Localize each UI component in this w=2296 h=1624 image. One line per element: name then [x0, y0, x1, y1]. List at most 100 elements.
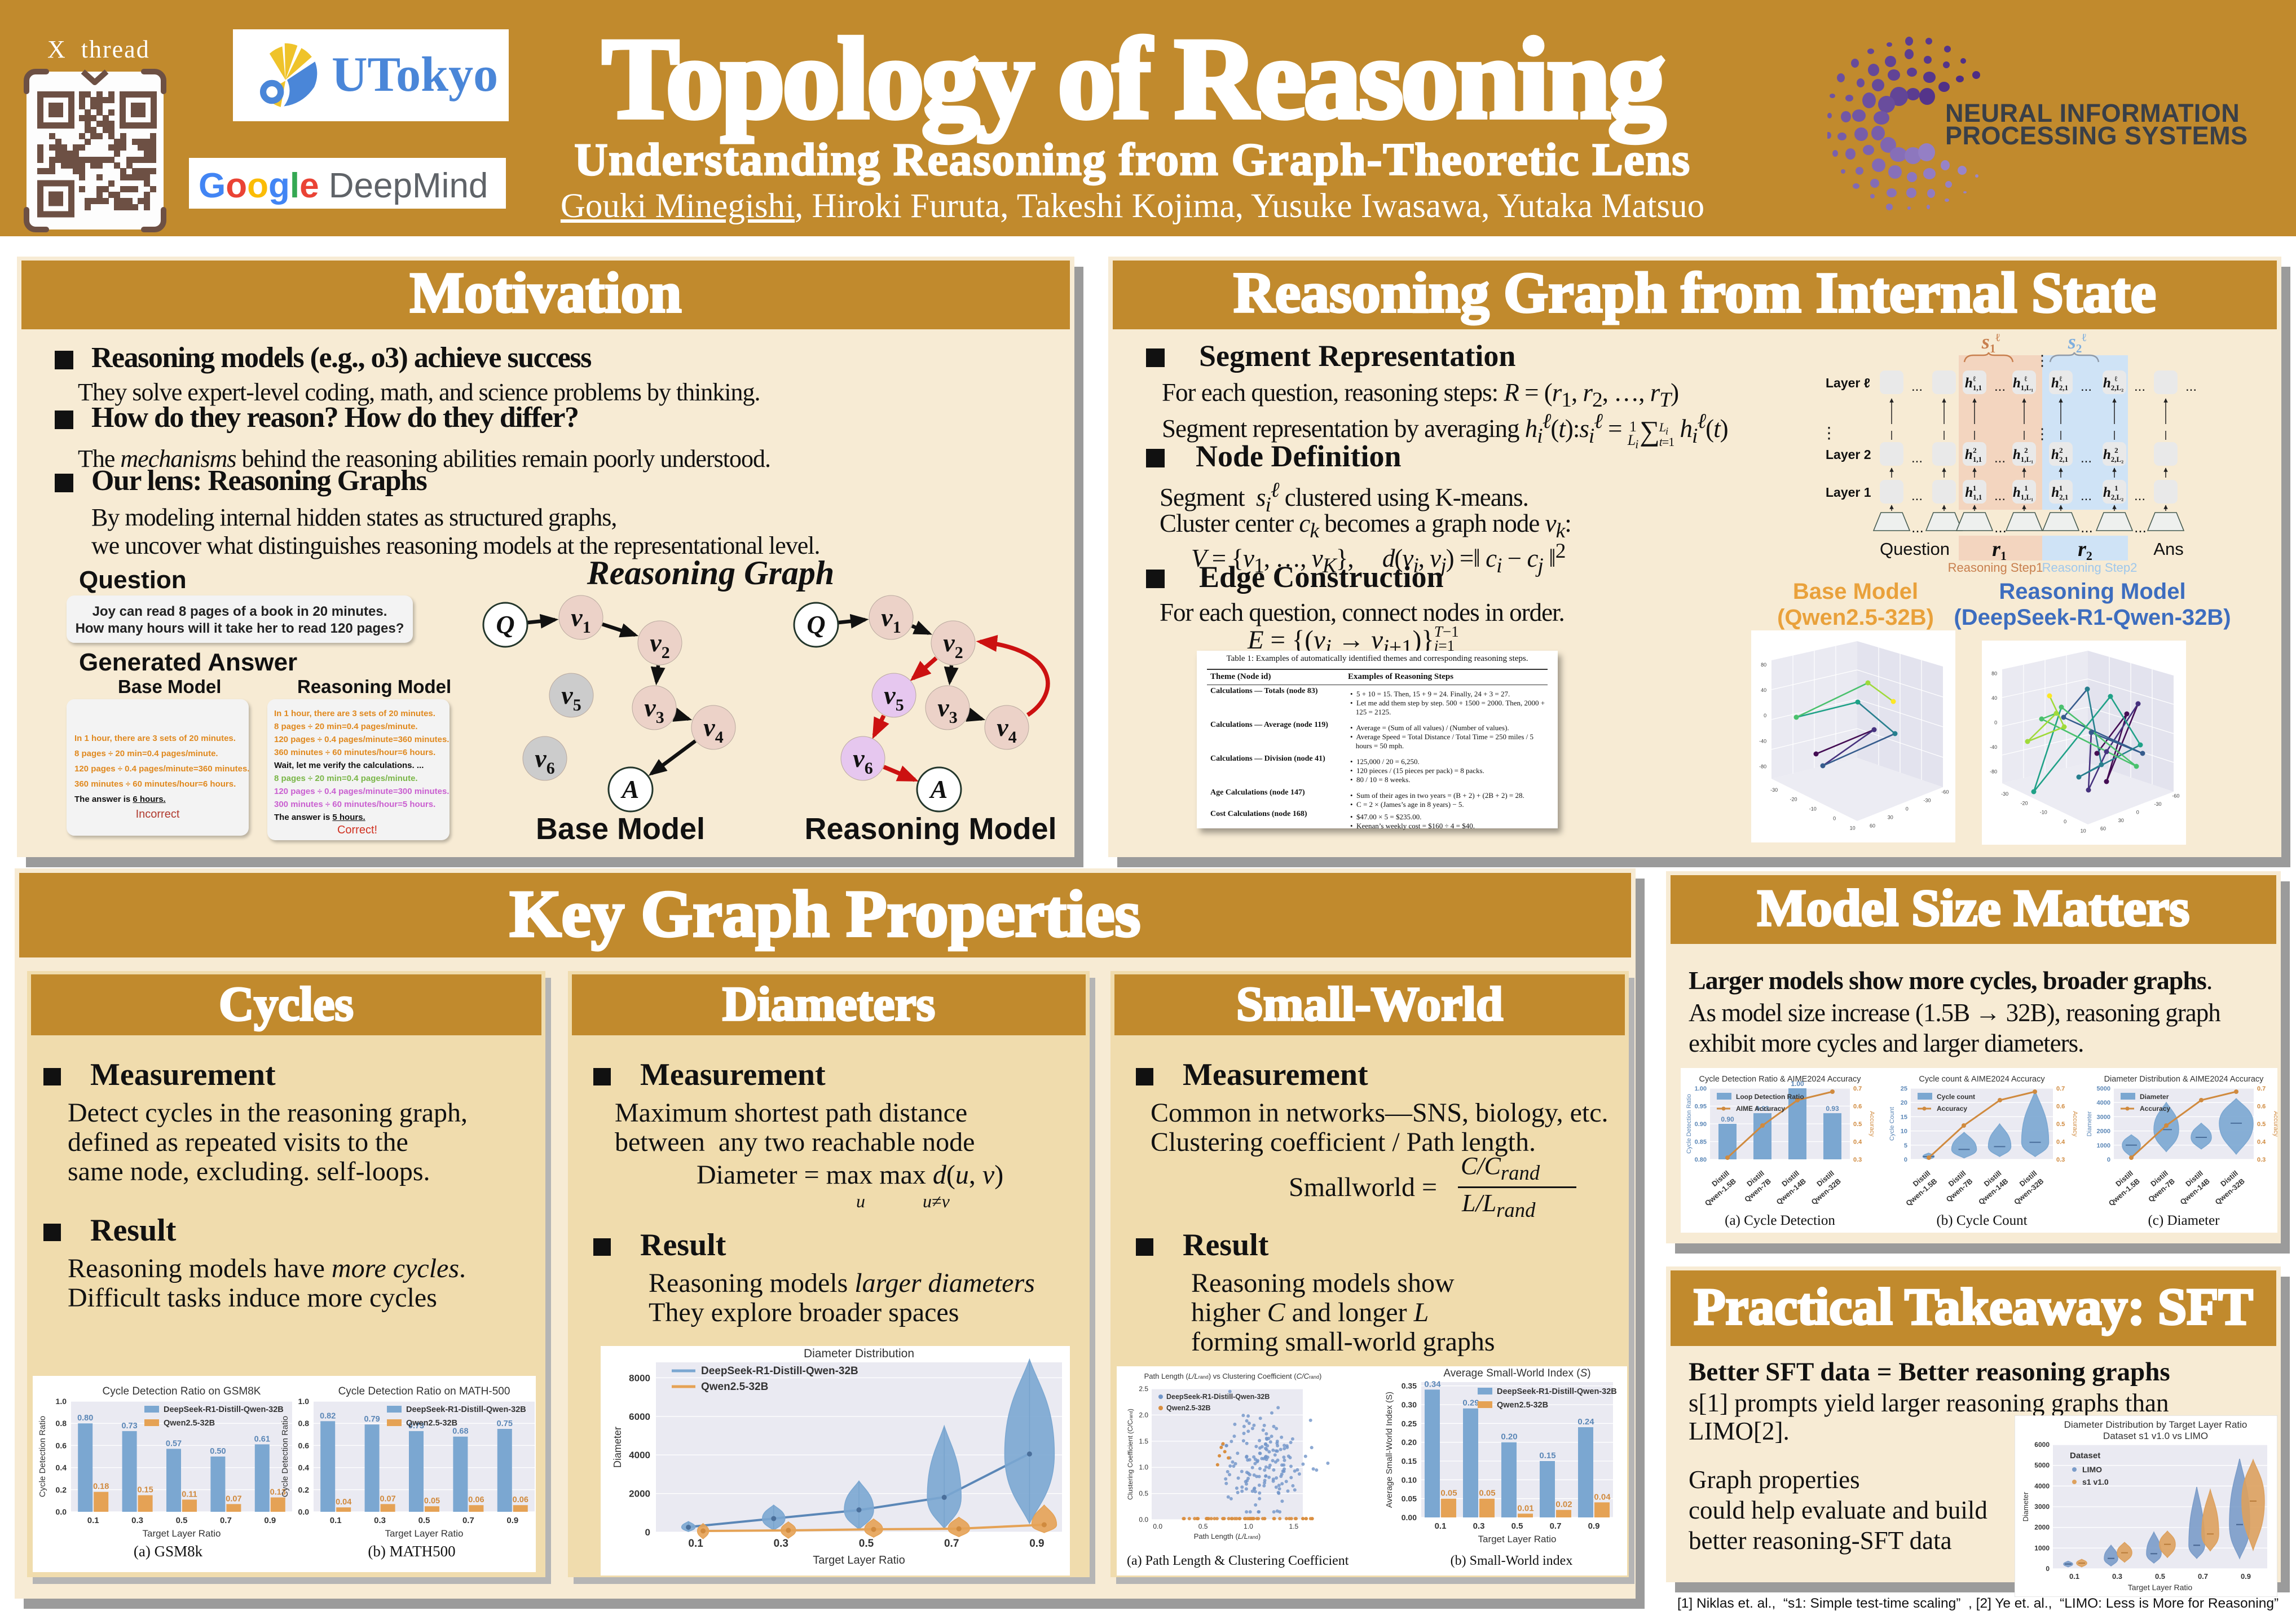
- svg-text:Accuracy: Accuracy: [2140, 1105, 2170, 1113]
- svg-text:0.4: 0.4: [56, 1463, 67, 1472]
- svg-text:v4: v4: [997, 713, 1016, 747]
- svg-text:1.00: 1.00: [1695, 1085, 1707, 1092]
- svg-text:0.50: 0.50: [210, 1447, 226, 1456]
- svg-text:0.5: 0.5: [2155, 1572, 2165, 1581]
- svg-text:Layer 1: Layer 1: [1826, 485, 1871, 500]
- svg-text:0.11: 0.11: [182, 1490, 197, 1499]
- svg-text:0.75: 0.75: [497, 1419, 513, 1428]
- svg-text:2.0: 2.0: [1139, 1411, 1148, 1419]
- svg-text:0.25: 0.25: [1402, 1419, 1417, 1428]
- svg-text:0.9: 0.9: [264, 1516, 276, 1525]
- svg-text:0.68: 0.68: [452, 1427, 468, 1436]
- svg-text:⋮: ⋮: [1825, 424, 1837, 442]
- svg-text:h1,L₁ℓ: h1,L₁ℓ: [2013, 374, 2033, 392]
- svg-text:0.61: 0.61: [254, 1435, 270, 1444]
- svg-text:0.6: 0.6: [2257, 1104, 2266, 1110]
- svg-text:Clustering Coefficient (C/Cran: Clustering Coefficient (C/Crand): [1126, 1409, 1134, 1500]
- svg-text:0.5: 0.5: [418, 1516, 430, 1525]
- svg-text:0.3: 0.3: [374, 1516, 386, 1525]
- svg-text:0.3: 0.3: [2112, 1572, 2122, 1581]
- svg-text:h2,L₂2: h2,L₂2: [2103, 446, 2123, 464]
- svg-text:Dataset s1 v1.0 vs LIMO: Dataset s1 v1.0 vs LIMO: [2103, 1431, 2208, 1441]
- svg-text:0.29: 0.29: [1462, 1398, 1479, 1408]
- svg-text:h2,L₂1: h2,L₂1: [2103, 484, 2123, 501]
- svg-text:h1,1ℓ: h1,1ℓ: [1965, 374, 1982, 392]
- svg-text:80: 80: [1761, 662, 1766, 668]
- svg-text:0.80: 0.80: [1695, 1157, 1707, 1163]
- svg-text:0.06: 0.06: [468, 1495, 484, 1504]
- svg-text:0.1: 0.1: [87, 1516, 99, 1525]
- svg-text:0.15: 0.15: [137, 1486, 153, 1495]
- svg-text:Reasoning Step1: Reasoning Step1: [1948, 561, 2043, 575]
- svg-text:Path Length (L/Lrand): Path Length (L/Lrand): [1194, 1532, 1261, 1541]
- svg-text:Reasoning Model: Reasoning Model: [804, 812, 1056, 846]
- svg-text:Qwen2.5-32B: Qwen2.5-32B: [406, 1419, 457, 1428]
- svg-text:Layer 2: Layer 2: [1826, 447, 1871, 462]
- svg-text:0.24: 0.24: [1577, 1417, 1594, 1427]
- svg-text:1.5: 1.5: [1139, 1437, 1148, 1445]
- svg-text:r2: r2: [2078, 537, 2092, 563]
- svg-text:2000: 2000: [2034, 1524, 2050, 1532]
- svg-text:v6: v6: [535, 744, 554, 778]
- svg-text:0.05: 0.05: [1402, 1494, 1417, 1503]
- svg-text:2000: 2000: [629, 1489, 650, 1499]
- svg-text:0.82: 0.82: [320, 1411, 336, 1420]
- svg-text:0.04: 0.04: [336, 1498, 351, 1507]
- svg-text:0.8: 0.8: [56, 1419, 67, 1428]
- svg-text:0.7: 0.7: [462, 1516, 474, 1525]
- svg-text:DeepSeek-R1-Distill-Qwen-32B: DeepSeek-R1-Distill-Qwen-32B: [1497, 1387, 1617, 1396]
- svg-text:60: 60: [1870, 823, 1875, 829]
- svg-text:0.05: 0.05: [1440, 1489, 1457, 1498]
- svg-text:0.6: 0.6: [1853, 1104, 1862, 1110]
- svg-text:⋮: ⋮: [2035, 425, 2050, 442]
- svg-text:10: 10: [2081, 828, 2086, 833]
- svg-text:Diameter: Diameter: [2086, 1111, 2093, 1136]
- svg-text:-80: -80: [1759, 764, 1766, 769]
- svg-text:0.9: 0.9: [1588, 1521, 1600, 1531]
- svg-text:AIME Accuracy: AIME Accuracy: [1736, 1105, 1785, 1113]
- svg-text:0: 0: [1833, 816, 1836, 822]
- svg-text:-30: -30: [1924, 798, 1931, 804]
- svg-text:-20: -20: [1790, 797, 1797, 802]
- svg-text:0.05: 0.05: [424, 1497, 440, 1506]
- svg-text:PROCESSING SYSTEMS: PROCESSING SYSTEMS: [1945, 121, 2248, 150]
- svg-text:A: A: [620, 775, 640, 804]
- svg-text:10: 10: [1901, 1128, 1907, 1135]
- svg-text:v3: v3: [644, 693, 664, 727]
- svg-text:Diameter: Diameter: [2021, 1491, 2030, 1521]
- svg-text:1000: 1000: [2097, 1142, 2110, 1149]
- svg-text:Qwen2.5-32B: Qwen2.5-32B: [164, 1419, 215, 1428]
- svg-text:(b) Small-World index: (b) Small-World index: [1451, 1554, 1573, 1568]
- svg-text:5000: 5000: [2097, 1085, 2110, 1092]
- svg-text:0.02: 0.02: [1555, 1500, 1572, 1510]
- svg-text:0.5: 0.5: [1198, 1522, 1208, 1530]
- svg-text:h1,L₁1: h1,L₁1: [2013, 484, 2033, 501]
- svg-text:0.30: 0.30: [1402, 1400, 1417, 1409]
- svg-text:0.7: 0.7: [1853, 1085, 1862, 1092]
- svg-text:...: ...: [2081, 519, 2093, 536]
- svg-text:s2ℓ: s2ℓ: [2068, 334, 2087, 355]
- svg-text:...: ...: [1911, 451, 1923, 466]
- svg-text:0: 0: [645, 1527, 650, 1538]
- svg-text:...: ...: [2081, 488, 2092, 504]
- svg-text:DeepSeek-R1-Distill-Qwen-32B: DeepSeek-R1-Distill-Qwen-32B: [406, 1405, 526, 1414]
- svg-text:Question: Question: [1880, 539, 1950, 559]
- svg-text:0.79: 0.79: [364, 1415, 380, 1424]
- svg-text:10: 10: [1850, 825, 1856, 831]
- svg-text:-30: -30: [2001, 791, 2008, 797]
- svg-text:0.3: 0.3: [1473, 1521, 1485, 1531]
- svg-text:0.0: 0.0: [1153, 1522, 1162, 1530]
- svg-text:LIMO: LIMO: [2082, 1465, 2102, 1474]
- svg-text:0: 0: [1904, 1157, 1907, 1163]
- svg-text:Cycle Detection Ratio & AIME20: Cycle Detection Ratio & AIME2024 Accurac…: [1699, 1075, 1862, 1084]
- svg-text:1.00: 1.00: [1791, 1080, 1804, 1088]
- svg-text:0.73: 0.73: [408, 1422, 424, 1431]
- svg-text:4000: 4000: [629, 1450, 650, 1460]
- svg-text:Target Layer Ratio: Target Layer Ratio: [813, 1554, 905, 1566]
- svg-text:(b) MATH500: (b) MATH500: [368, 1543, 455, 1560]
- svg-text:-30: -30: [1770, 787, 1778, 793]
- svg-text:0.15: 0.15: [1539, 1451, 1555, 1460]
- svg-text:Diameter Distribution & AIME20: Diameter Distribution & AIME2024 Accurac…: [2104, 1075, 2264, 1084]
- svg-text:Loop Detection Ratio: Loop Detection Ratio: [1736, 1093, 1804, 1101]
- svg-text:0.00: 0.00: [1402, 1513, 1417, 1522]
